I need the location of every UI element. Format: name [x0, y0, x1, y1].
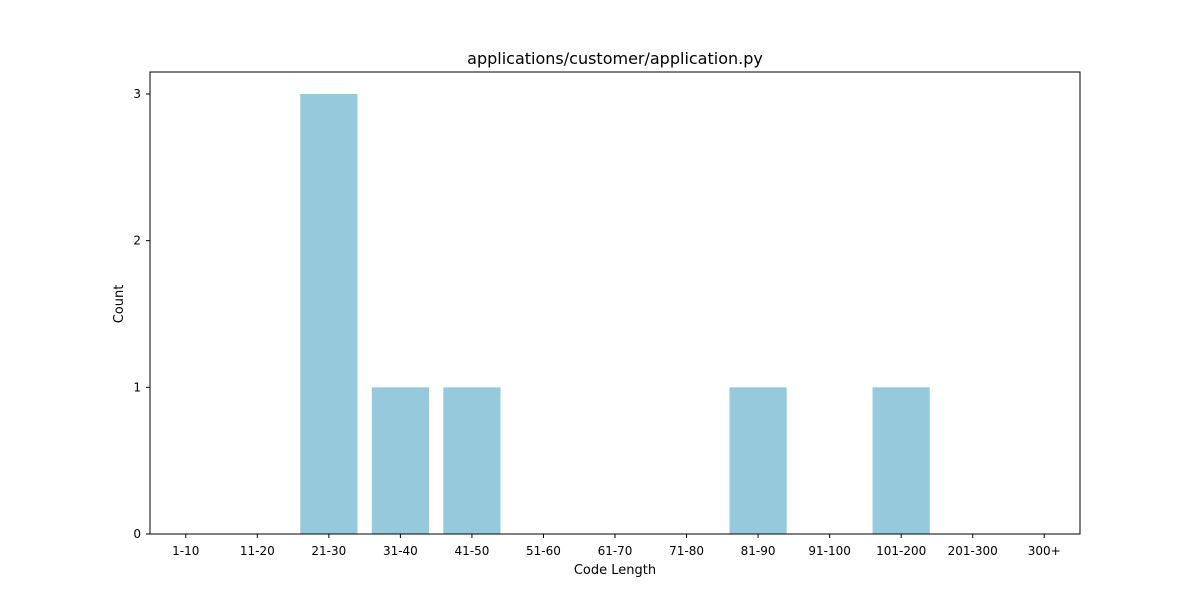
x-tick-label: 1-10: [172, 544, 199, 558]
x-tick-label: 300+: [1028, 544, 1061, 558]
x-tick-label: 81-90: [741, 544, 776, 558]
x-tick-label: 41-50: [454, 544, 489, 558]
x-tick-label: 91-100: [808, 544, 851, 558]
x-tick-label: 21-30: [311, 544, 346, 558]
x-tick-label: 61-70: [598, 544, 633, 558]
x-tick-label: 201-300: [948, 544, 998, 558]
x-tick-label: 11-20: [240, 544, 275, 558]
bar-21-30: [300, 94, 358, 534]
y-tick-label: 1: [133, 380, 141, 394]
x-tick-label: 101-200: [876, 544, 926, 558]
bar-41-50: [443, 387, 501, 534]
bar-81-90: [729, 387, 787, 534]
chart-title: applications/customer/application.py: [467, 49, 763, 68]
x-tick-label: 31-40: [383, 544, 418, 558]
y-tick-label: 2: [133, 234, 141, 248]
x-tick-label: 51-60: [526, 544, 561, 558]
y-axis-label: Count: [112, 285, 127, 324]
bars-layer: [300, 94, 930, 534]
y-tick-label: 3: [133, 87, 141, 101]
x-tick-label: 71-80: [669, 544, 704, 558]
y-tick-label: 0: [133, 527, 141, 541]
x-axis-label: Code Length: [574, 563, 656, 578]
axes-layer: 1-10 11-20 21-30 31-40 41-50 51-60 61-70 71-80 8…: [133, 71, 1081, 558]
bar-31-40: [371, 387, 429, 534]
bar-101-200: [872, 387, 930, 534]
